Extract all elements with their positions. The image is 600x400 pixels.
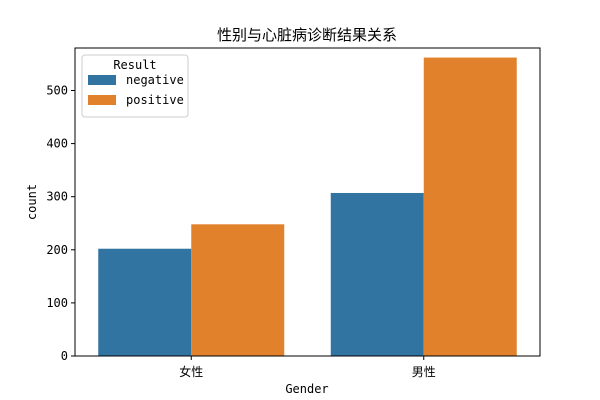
y-tick-label: 0 (61, 349, 68, 363)
x-axis-ticks: 女性 男性 (179, 356, 436, 379)
y-tick-label: 400 (46, 137, 68, 151)
bar-negative-1 (330, 192, 424, 356)
legend-label-negative: negative (126, 73, 184, 87)
x-tick-label: 女性 (179, 364, 203, 379)
plot-frame (74, 47, 541, 357)
y-tick-label: 200 (46, 243, 68, 257)
y-tick-label: 300 (46, 190, 68, 204)
legend-items: negative positive (88, 73, 184, 107)
legend-title: Result (113, 58, 156, 72)
bar-positive-0 (191, 224, 285, 356)
x-axis-label: Gender (285, 382, 328, 396)
chart-title: 性别与心脏病诊断结果关系 (217, 26, 397, 44)
bars-layer (98, 57, 517, 357)
legend-swatch-positive (88, 95, 116, 105)
legend: Result negative positive (81, 54, 189, 118)
y-axis-ticks: 0 100 200 300 400 500 (46, 83, 75, 363)
y-axis-label: count (25, 184, 39, 220)
y-tick-label: 500 (46, 83, 68, 97)
y-tick-label: 100 (46, 296, 68, 310)
bar-positive-1 (423, 57, 517, 357)
x-tick-label: 男性 (412, 365, 436, 379)
legend-swatch-negative (88, 75, 116, 85)
bar-negative-0 (98, 248, 192, 356)
legend-label-positive: positive (126, 93, 184, 107)
